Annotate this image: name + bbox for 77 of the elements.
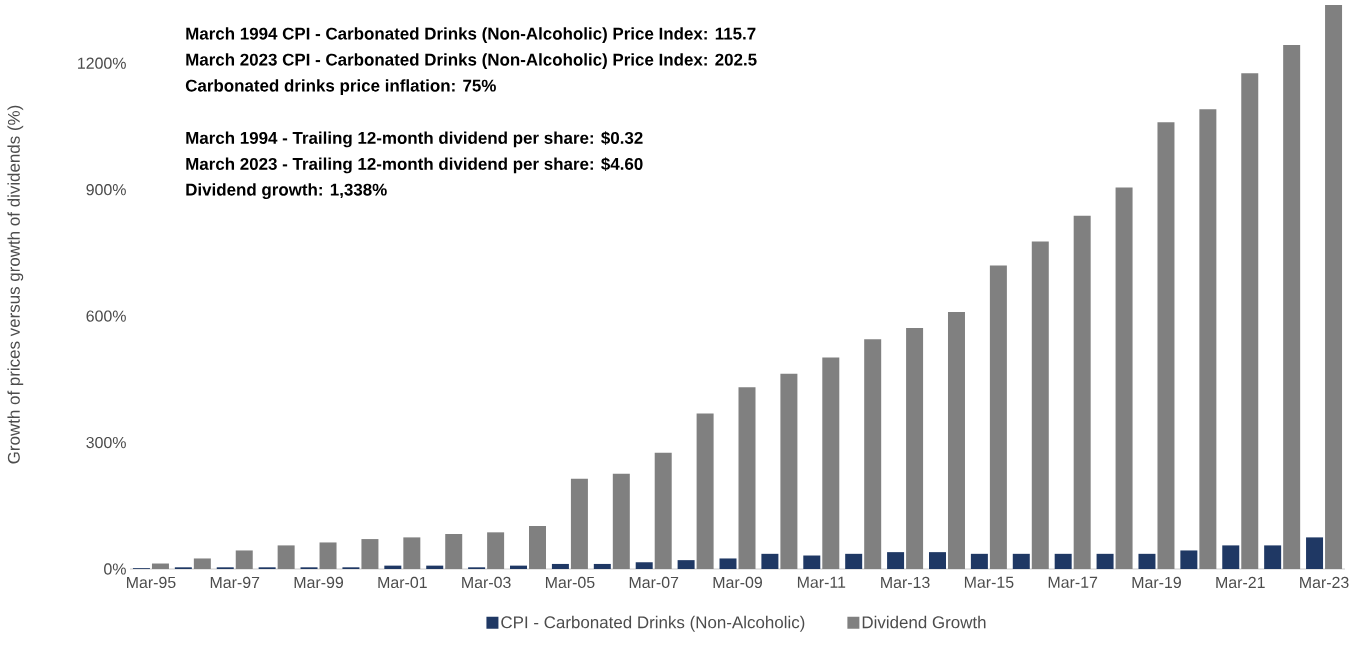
annotation: March 1994 - Trailing 12-month dividend per share: $0.32 (186, 131, 643, 148)
bar (445, 534, 463, 569)
bar (403, 537, 421, 569)
x-tick-label: Mar-21 (1216, 576, 1265, 589)
x-tick-label: Mar-15 (964, 576, 1014, 588)
annotation: Dividend growth: 1,338% (186, 183, 387, 200)
bar (780, 373, 798, 569)
bar (696, 413, 714, 569)
bar (719, 558, 737, 569)
bar (593, 563, 611, 569)
x-tick-label: Mar-19 (1132, 576, 1181, 589)
annotation: March 1994 CPI - Carbonated Drinks (Non-Alcoholic) Price Index: 115.7 (186, 27, 756, 43)
bar (803, 555, 821, 569)
x-tick-label: Mar-97 (210, 576, 260, 589)
bar (635, 562, 653, 569)
x-tick-label: Mar-13 (881, 576, 930, 589)
bar (319, 542, 337, 569)
x-tick-label: Mar-95 (127, 576, 176, 589)
bar (570, 478, 588, 569)
bar (887, 552, 905, 569)
bar (193, 558, 211, 569)
y-tick-label: 0% (104, 563, 126, 575)
bar (738, 387, 756, 569)
bar (906, 327, 924, 569)
bar (761, 553, 779, 569)
bar (1222, 545, 1240, 569)
annotation: March 2023 CPI - Carbonated Drinks (Non-Alcoholic) Price Index: 202.5 (186, 53, 757, 69)
x-tick-label: Mar-09 (713, 576, 762, 589)
y-tick-label: 900% (86, 184, 126, 196)
bar (654, 452, 672, 569)
bar (1241, 73, 1259, 569)
y-tick-label: 600% (86, 310, 126, 322)
x-tick-label: Mar-11 (797, 576, 846, 588)
bar (361, 539, 379, 569)
bar (1031, 241, 1049, 569)
bar (928, 552, 946, 569)
x-tick-label: Mar-03 (462, 576, 511, 589)
bar (1180, 550, 1198, 569)
bar (1306, 537, 1324, 569)
x-tick-label: Mar-17 (1048, 576, 1098, 588)
bar (1138, 553, 1156, 569)
legend-label: Dividend Growth (862, 615, 986, 629)
bar (1264, 545, 1282, 569)
bar (822, 357, 840, 569)
bar (989, 265, 1007, 569)
x-tick-label: Mar-05 (545, 576, 595, 589)
bar (551, 563, 569, 569)
x-tick-label: Mar-07 (629, 576, 679, 589)
bar (1199, 109, 1217, 569)
bar (1096, 553, 1114, 569)
bar (1054, 553, 1072, 569)
bar (845, 553, 863, 569)
bar (1073, 215, 1091, 569)
bar (612, 473, 630, 569)
bar (277, 545, 295, 569)
bar (1283, 45, 1301, 569)
x-tick-label: Mar-01 (378, 576, 427, 589)
legend-label: CPI - Carbonated Drinks (Non-Alcoholic) (501, 615, 805, 632)
bar (529, 526, 547, 569)
y-tick-label: 300% (86, 436, 126, 449)
bar (487, 532, 505, 569)
bar (1157, 122, 1175, 569)
x-tick-label: Mar-99 (294, 576, 344, 589)
y-axis-title: Growth of prices versus growth of dividends (%) (7, 105, 24, 464)
bar (1115, 187, 1133, 569)
bar (151, 563, 169, 569)
bar (1012, 553, 1030, 569)
bar (1325, 5, 1343, 569)
annotation: March 2023 - Trailing 12-month dividend per share: $4.60 (186, 157, 643, 174)
x-tick-label: Mar-23 (1300, 576, 1349, 589)
bar (677, 560, 695, 569)
bar (970, 553, 988, 569)
annotation: Carbonated drinks price inflation: 75% (185, 79, 496, 95)
y-tick-label: 1200% (78, 57, 126, 69)
bar (947, 311, 965, 569)
bar (864, 339, 882, 569)
bar (235, 550, 253, 569)
